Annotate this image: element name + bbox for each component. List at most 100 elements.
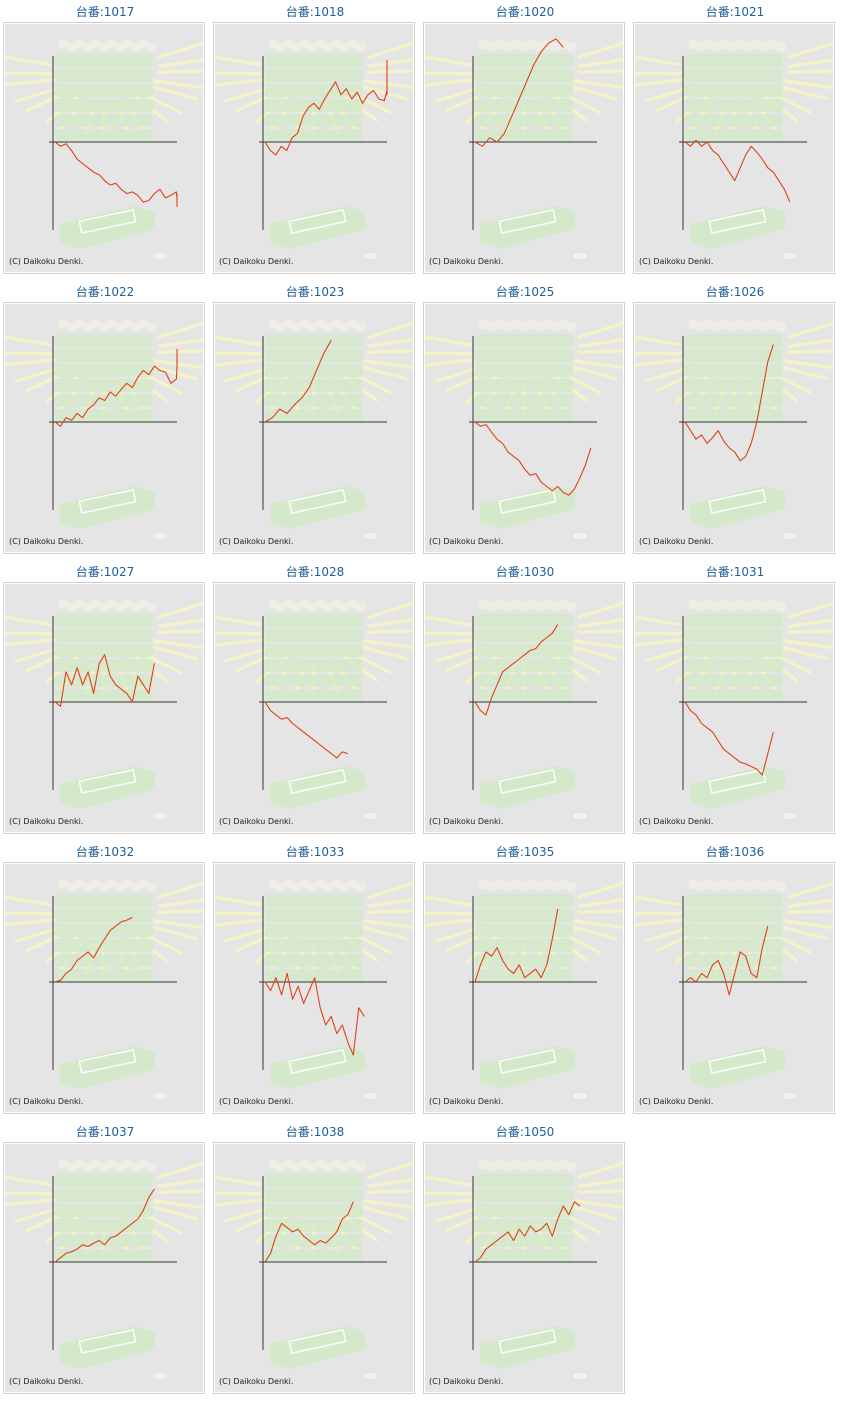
payout-graph: (C) Daikoku Denki.: [635, 584, 833, 832]
background-art: [635, 39, 833, 261]
machine-number-link[interactable]: 台番:1030: [495, 565, 555, 579]
copyright-text: (C) Daikoku Denki.: [219, 537, 293, 546]
copyright-text: (C) Daikoku Denki.: [219, 257, 293, 266]
graph-frame[interactable]: (C) Daikoku Denki.: [423, 862, 625, 1114]
copyright-text: (C) Daikoku Denki.: [639, 817, 713, 826]
machine-number-link[interactable]: 台番:1033: [285, 845, 345, 859]
background-art: [5, 599, 203, 821]
graph-frame[interactable]: (C) Daikoku Denki.: [633, 302, 835, 554]
graph-frame[interactable]: (C) Daikoku Denki.: [213, 862, 415, 1114]
machine-number-link[interactable]: 台番:1026: [705, 285, 765, 299]
payout-line: [474, 1201, 581, 1263]
background-art: [635, 599, 833, 821]
machine-graph-card: 台番:1035 (C) Daikoku Denki.: [420, 840, 630, 1120]
graph-frame[interactable]: (C) Daikoku Denki.: [423, 582, 625, 834]
payout-graph: (C) Daikoku Denki.: [215, 864, 413, 1112]
machine-number-link[interactable]: 台番:1027: [75, 565, 135, 579]
payout-graph: (C) Daikoku Denki.: [425, 24, 623, 272]
graph-frame[interactable]: (C) Daikoku Denki.: [3, 582, 205, 834]
machine-number-link[interactable]: 台番:1025: [495, 285, 555, 299]
background-art: [425, 39, 623, 261]
machine-graph-card: 台番:1020 (C) Daikoku Denki.: [420, 0, 630, 280]
machine-graph-card: 台番:1027 (C) Daikoku Denki.: [0, 560, 210, 840]
graph-frame[interactable]: (C) Daikoku Denki.: [3, 302, 205, 554]
machine-graph-card: 台番:1018 (C) Daikoku Denki.: [210, 0, 420, 280]
payout-line: [474, 908, 559, 983]
machine-graph-card: 台番:1017 (C) Daikoku Denki.: [0, 0, 210, 280]
machine-number-link[interactable]: 台番:1020: [495, 5, 555, 19]
background-art: [425, 1159, 623, 1381]
background-art: [5, 879, 203, 1101]
graph-frame[interactable]: (C) Daikoku Denki.: [423, 1142, 625, 1394]
copyright-text: (C) Daikoku Denki.: [219, 817, 293, 826]
machine-graph-card: 台番:1037 (C) Daikoku Denki.: [0, 1120, 210, 1400]
payout-graph: (C) Daikoku Denki.: [425, 584, 623, 832]
graph-frame[interactable]: (C) Daikoku Denki.: [633, 862, 835, 1114]
machine-number-link[interactable]: 台番:1032: [75, 845, 135, 859]
background-art: [215, 599, 413, 821]
payout-graph: (C) Daikoku Denki.: [5, 1144, 203, 1392]
machine-graph-card: 台番:1030 (C) Daikoku Denki.: [420, 560, 630, 840]
copyright-text: (C) Daikoku Denki.: [639, 537, 713, 546]
graph-frame[interactable]: (C) Daikoku Denki.: [423, 302, 625, 554]
background-art: [425, 879, 623, 1101]
graph-frame[interactable]: (C) Daikoku Denki.: [3, 862, 205, 1114]
background-art: [635, 319, 833, 541]
machine-graph-card: 台番:1026 (C) Daikoku Denki.: [630, 280, 840, 560]
background-art: [635, 879, 833, 1101]
machine-number-link[interactable]: 台番:1022: [75, 285, 135, 299]
machine-number-link[interactable]: 台番:1038: [285, 1125, 345, 1139]
payout-graph: (C) Daikoku Denki.: [5, 304, 203, 552]
graph-frame[interactable]: (C) Daikoku Denki.: [633, 582, 835, 834]
graph-frame[interactable]: (C) Daikoku Denki.: [213, 582, 415, 834]
payout-line: [264, 1201, 354, 1263]
payout-graph: (C) Daikoku Denki.: [215, 1144, 413, 1392]
machine-number-link[interactable]: 台番:1037: [75, 1125, 135, 1139]
payout-line: [684, 344, 774, 462]
graph-frame[interactable]: (C) Daikoku Denki.: [213, 1142, 415, 1394]
machine-number-link[interactable]: 台番:1031: [705, 565, 765, 579]
payout-graph: (C) Daikoku Denki.: [215, 304, 413, 552]
payout-line: [54, 141, 178, 208]
payout-line: [474, 421, 592, 496]
graph-frame[interactable]: (C) Daikoku Denki.: [213, 22, 415, 274]
payout-line: [264, 972, 365, 1056]
graph-frame[interactable]: (C) Daikoku Denki.: [3, 22, 205, 274]
machine-number-link[interactable]: 台番:1028: [285, 565, 345, 579]
copyright-text: (C) Daikoku Denki.: [9, 1377, 83, 1386]
payout-graph: (C) Daikoku Denki.: [5, 24, 203, 272]
copyright-text: (C) Daikoku Denki.: [9, 1097, 83, 1106]
background-art: [5, 1159, 203, 1381]
graph-frame[interactable]: (C) Daikoku Denki.: [3, 1142, 205, 1394]
payout-line: [474, 624, 559, 716]
machine-number-link[interactable]: 台番:1035: [495, 845, 555, 859]
machine-graph-card: 台番:1033 (C) Daikoku Denki.: [210, 840, 420, 1120]
background-art: [215, 1159, 413, 1381]
payout-graph: (C) Daikoku Denki.: [635, 24, 833, 272]
background-art: [5, 319, 203, 541]
payout-graph: (C) Daikoku Denki.: [5, 864, 203, 1112]
machine-number-link[interactable]: 台番:1036: [705, 845, 765, 859]
machine-number-link[interactable]: 台番:1021: [705, 5, 765, 19]
graph-frame[interactable]: (C) Daikoku Denki.: [633, 22, 835, 274]
copyright-text: (C) Daikoku Denki.: [639, 1097, 713, 1106]
machine-graph-card: 台番:1038 (C) Daikoku Denki.: [210, 1120, 420, 1400]
machine-number-link[interactable]: 台番:1023: [285, 285, 345, 299]
background-art: [425, 319, 623, 541]
payout-graph: (C) Daikoku Denki.: [5, 584, 203, 832]
payout-line: [54, 654, 155, 707]
machine-graph-card: 台番:1031 (C) Daikoku Denki.: [630, 560, 840, 840]
payout-line: [684, 701, 774, 776]
payout-line: [684, 925, 769, 996]
machine-graph-card: 台番:1028 (C) Daikoku Denki.: [210, 560, 420, 840]
machine-number-link[interactable]: 台番:1018: [285, 5, 345, 19]
graph-frame[interactable]: (C) Daikoku Denki.: [213, 302, 415, 554]
copyright-text: (C) Daikoku Denki.: [219, 1377, 293, 1386]
machine-graph-card: 台番:1021 (C) Daikoku Denki.: [630, 0, 840, 280]
copyright-text: (C) Daikoku Denki.: [219, 1097, 293, 1106]
payout-graph: (C) Daikoku Denki.: [215, 24, 413, 272]
machine-number-link[interactable]: 台番:1017: [75, 5, 135, 19]
machine-number-link[interactable]: 台番:1050: [495, 1125, 555, 1139]
graph-frame[interactable]: (C) Daikoku Denki.: [423, 22, 625, 274]
